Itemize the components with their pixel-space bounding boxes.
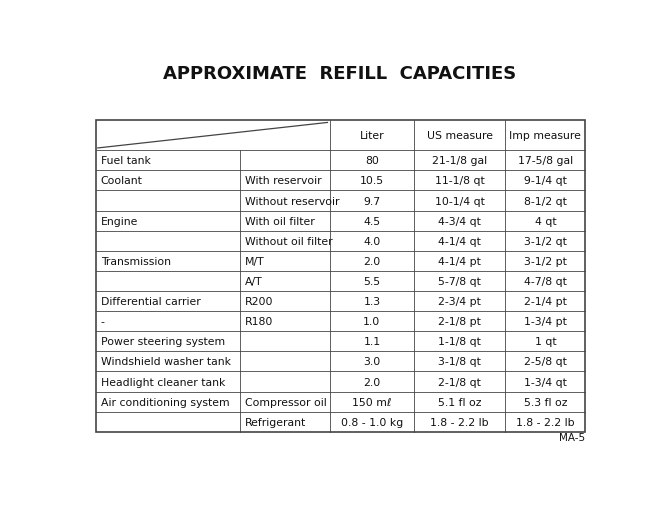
Text: 11-1/8 qt: 11-1/8 qt bbox=[435, 176, 485, 186]
Text: 2-1/8 pt: 2-1/8 pt bbox=[438, 317, 481, 327]
Text: 1-3/4 pt: 1-3/4 pt bbox=[524, 317, 567, 327]
Text: 5.5: 5.5 bbox=[363, 276, 381, 286]
Text: Headlight cleaner tank: Headlight cleaner tank bbox=[101, 377, 225, 387]
Text: 4.0: 4.0 bbox=[363, 236, 381, 246]
Text: With oil filter: With oil filter bbox=[245, 216, 314, 226]
Text: 5.1 fl oz: 5.1 fl oz bbox=[438, 397, 481, 407]
Text: Transmission: Transmission bbox=[101, 257, 171, 266]
Text: MA-5: MA-5 bbox=[560, 432, 585, 442]
Text: 2-3/4 pt: 2-3/4 pt bbox=[438, 296, 481, 307]
Text: US measure: US measure bbox=[427, 131, 493, 141]
Text: 4-1/4 qt: 4-1/4 qt bbox=[438, 236, 481, 246]
Text: 1.8 - 2.2 lb: 1.8 - 2.2 lb bbox=[516, 417, 575, 427]
Text: Compressor oil: Compressor oil bbox=[245, 397, 326, 407]
Text: 2.0: 2.0 bbox=[363, 377, 381, 387]
Text: 1-1/8 qt: 1-1/8 qt bbox=[438, 337, 481, 346]
Text: Without oil filter: Without oil filter bbox=[245, 236, 332, 246]
Text: 4-3/4 qt: 4-3/4 qt bbox=[438, 216, 481, 226]
Text: 10.5: 10.5 bbox=[360, 176, 384, 186]
Text: 1.3: 1.3 bbox=[363, 296, 381, 307]
Text: 4.5: 4.5 bbox=[363, 216, 381, 226]
Text: APPROXIMATE  REFILL  CAPACITIES: APPROXIMATE REFILL CAPACITIES bbox=[163, 65, 516, 83]
Text: 3.0: 3.0 bbox=[363, 357, 381, 367]
Text: 10-1/4 qt: 10-1/4 qt bbox=[435, 196, 485, 206]
Text: 2-1/4 pt: 2-1/4 pt bbox=[524, 296, 567, 307]
Text: M/T: M/T bbox=[245, 257, 265, 266]
Text: 5.3 fl oz: 5.3 fl oz bbox=[524, 397, 567, 407]
Text: 4-1/4 pt: 4-1/4 pt bbox=[438, 257, 481, 266]
Text: 1 qt: 1 qt bbox=[534, 337, 556, 346]
Text: 3-1/2 pt: 3-1/2 pt bbox=[524, 257, 567, 266]
Text: 8-1/2 qt: 8-1/2 qt bbox=[524, 196, 567, 206]
Text: Engine: Engine bbox=[101, 216, 138, 226]
Text: 17-5/8 gal: 17-5/8 gal bbox=[518, 156, 573, 166]
Text: Coolant: Coolant bbox=[101, 176, 143, 186]
Text: Power steering system: Power steering system bbox=[101, 337, 225, 346]
Text: Liter: Liter bbox=[359, 131, 385, 141]
Text: Windshield washer tank: Windshield washer tank bbox=[101, 357, 231, 367]
Text: Differential carrier: Differential carrier bbox=[101, 296, 201, 307]
Text: R200: R200 bbox=[245, 296, 273, 307]
Text: 3-1/8 qt: 3-1/8 qt bbox=[438, 357, 481, 367]
Text: R180: R180 bbox=[245, 317, 273, 327]
Text: 2-1/8 qt: 2-1/8 qt bbox=[438, 377, 481, 387]
Text: 4-7/8 qt: 4-7/8 qt bbox=[524, 276, 567, 286]
Text: 9-1/4 qt: 9-1/4 qt bbox=[524, 176, 567, 186]
Text: 1-3/4 qt: 1-3/4 qt bbox=[524, 377, 567, 387]
Text: A/T: A/T bbox=[245, 276, 263, 286]
Text: 1.8 - 2.2 lb: 1.8 - 2.2 lb bbox=[430, 417, 489, 427]
Text: 3-1/2 qt: 3-1/2 qt bbox=[524, 236, 567, 246]
Text: 0.8 - 1.0 kg: 0.8 - 1.0 kg bbox=[341, 417, 403, 427]
Bar bbox=[95, 121, 585, 432]
Text: 80: 80 bbox=[365, 156, 379, 166]
Text: 2-5/8 qt: 2-5/8 qt bbox=[524, 357, 567, 367]
Text: Refrigerant: Refrigerant bbox=[245, 417, 306, 427]
Text: Imp measure: Imp measure bbox=[509, 131, 581, 141]
Text: 9.7: 9.7 bbox=[363, 196, 381, 206]
Text: 150 mℓ: 150 mℓ bbox=[352, 397, 392, 407]
Text: 21-1/8 gal: 21-1/8 gal bbox=[432, 156, 487, 166]
Text: 4 qt: 4 qt bbox=[534, 216, 556, 226]
Text: Without reservoir: Without reservoir bbox=[245, 196, 339, 206]
Text: 2.0: 2.0 bbox=[363, 257, 381, 266]
Text: 1.1: 1.1 bbox=[363, 337, 381, 346]
Text: With reservoir: With reservoir bbox=[245, 176, 322, 186]
Text: Air conditioning system: Air conditioning system bbox=[101, 397, 229, 407]
Text: Fuel tank: Fuel tank bbox=[101, 156, 151, 166]
Text: -: - bbox=[101, 317, 105, 327]
Text: 5-7/8 qt: 5-7/8 qt bbox=[438, 276, 481, 286]
Text: 1.0: 1.0 bbox=[363, 317, 381, 327]
